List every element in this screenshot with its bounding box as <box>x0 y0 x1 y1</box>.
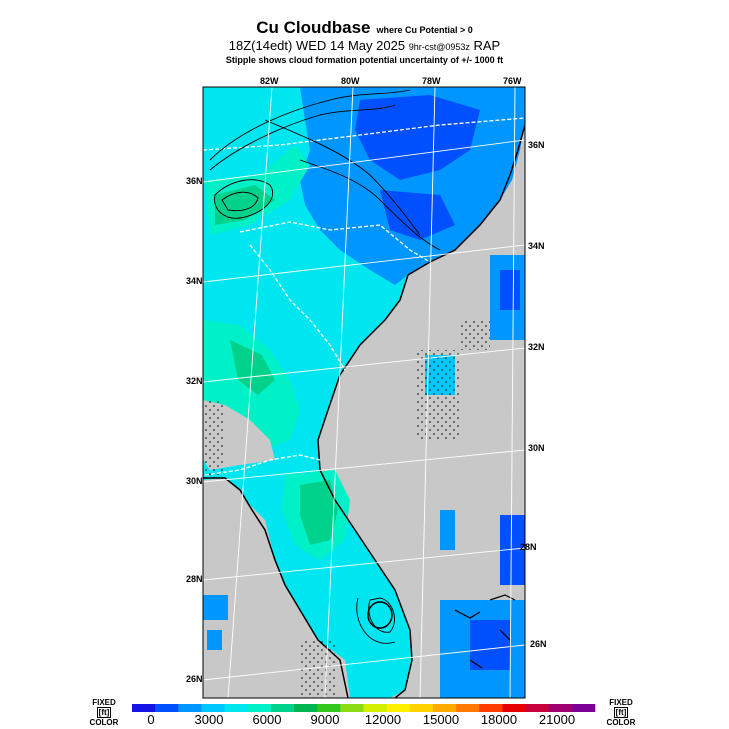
colorbar-tick: 21000 <box>538 712 576 727</box>
offshore-patch <box>203 595 228 620</box>
offshore-patch <box>440 510 455 550</box>
gulf-coastline <box>203 477 349 698</box>
valid-time: 18Z(14edt) WED 14 May 2025 <box>228 38 406 53</box>
unit-label: [ft] <box>614 707 628 718</box>
bahamas <box>454 594 516 669</box>
colorbar <box>132 704 596 712</box>
title-qualifier: where Cu Potential > 0 <box>376 25 473 35</box>
offshore-patch <box>500 270 520 310</box>
colorbar-swatch <box>386 704 411 712</box>
lon-label: 82W <box>260 76 279 86</box>
colorbar-tick: 18000 <box>480 712 518 727</box>
lake-okeechobee <box>367 601 393 629</box>
lat-label-left: 30N <box>186 476 203 486</box>
colorbar-tick: 0 <box>147 712 155 727</box>
chart-title: Cu Cloudbase <box>256 18 371 37</box>
lat-label-right: 36N <box>528 140 545 150</box>
lon-label: 76W <box>503 76 522 86</box>
lat-label-right: 26N <box>530 639 547 649</box>
lon-label: 78W <box>422 76 441 86</box>
colorbar-right-label: FIXED [ft] COLOR <box>605 698 637 727</box>
model-name: RAP <box>473 38 501 53</box>
colorbar-tick: 3000 <box>194 712 224 727</box>
colorbar-swatch <box>201 704 225 712</box>
lat-label-right: 30N <box>528 443 545 453</box>
colorbar-swatch <box>317 704 341 712</box>
color-label: COLOR <box>89 718 119 727</box>
color-label: COLOR <box>606 718 636 727</box>
map-frame <box>202 86 526 699</box>
colorbar-swatch <box>409 704 434 712</box>
lat-label-left: 26N <box>186 674 203 684</box>
colorbar-swatch <box>571 704 596 712</box>
colorbar-swatch <box>432 704 457 712</box>
lat-label-left: 36N <box>186 176 203 186</box>
colorbar-swatch <box>363 704 387 712</box>
contours <box>209 89 441 644</box>
colorbar-swatch <box>155 704 179 712</box>
colorbar-swatch <box>178 704 202 712</box>
state-borders <box>203 117 525 476</box>
colorbar-swatch <box>247 704 272 712</box>
lon-label: 80W <box>341 76 360 86</box>
lat-label-right: 34N <box>528 241 545 251</box>
graticule <box>203 87 525 698</box>
colorbar-tick: 12000 <box>364 712 402 727</box>
stipple-note: Stipple shows cloud formation potential … <box>225 55 504 65</box>
forecast-info: 9hr-cst@0953z <box>408 42 470 52</box>
colorbar-swatch <box>224 704 249 712</box>
colorbar-tick: 6000 <box>252 712 282 727</box>
colorbar-left-label: FIXED [ft] COLOR <box>88 698 120 727</box>
colorbar-swatch <box>340 704 364 712</box>
colorbar-swatch <box>456 704 480 712</box>
colorbar-swatch <box>294 704 318 712</box>
lat-label-left: 28N <box>186 574 203 584</box>
colorbar-tick: 9000 <box>310 712 340 727</box>
lat-label-left: 34N <box>186 276 203 286</box>
lat-label-left: 32N <box>186 376 203 386</box>
title-line-1: Cu Cloudbase where Cu Potential > 0 <box>0 18 729 42</box>
offshore-patch <box>207 630 222 650</box>
colorbar-swatch <box>132 704 156 712</box>
colorbar-swatch <box>270 704 295 712</box>
land-field-green-ga <box>230 340 275 395</box>
fixed-label: FIXED <box>92 698 116 707</box>
lat-label-right: 28N <box>520 542 537 552</box>
stipple-area <box>460 320 490 350</box>
colorbar-swatch <box>525 704 549 712</box>
lat-label-right: 32N <box>528 342 545 352</box>
title-line-2: 18Z(14edt) WED 14 May 2025 9hr-cst@0953z… <box>0 38 729 53</box>
offshore-patch <box>470 620 510 670</box>
stipple-area <box>415 350 460 440</box>
land-field-darkblue-2 <box>380 190 455 240</box>
colorbar-swatch <box>502 704 526 712</box>
colorbar-swatch <box>479 704 503 712</box>
land-field-green-fl <box>300 480 338 545</box>
fixed-label: FIXED <box>609 698 633 707</box>
land-field-darkblue <box>355 95 480 180</box>
stipple-area <box>203 400 223 480</box>
unit-label: [ft] <box>97 707 111 718</box>
colorbar-swatch <box>548 704 573 712</box>
colorbar-tick: 15000 <box>422 712 460 727</box>
